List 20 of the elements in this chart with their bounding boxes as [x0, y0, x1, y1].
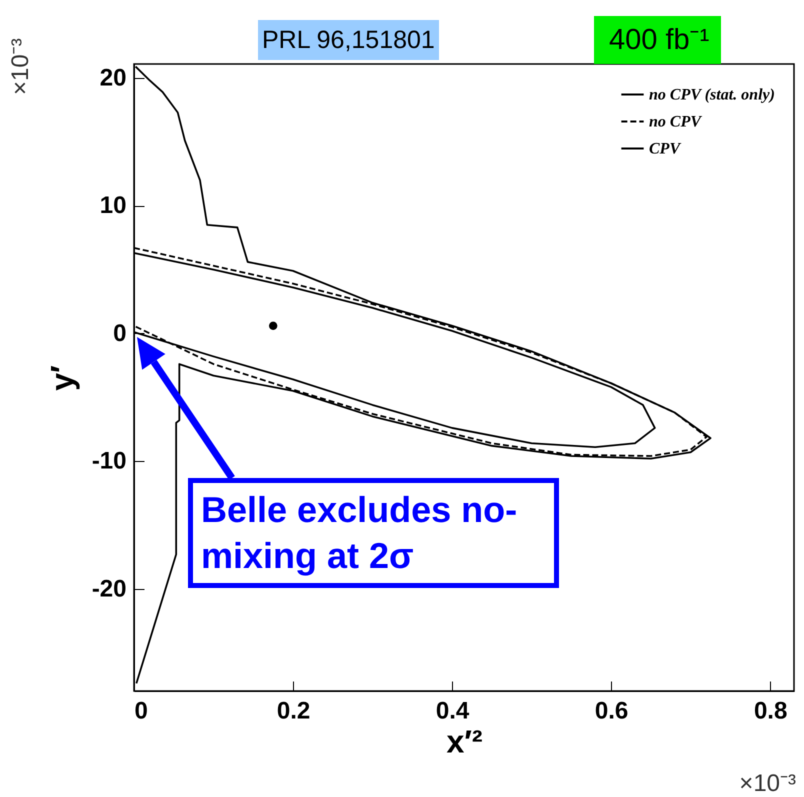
text: ×10⁻³ [6, 38, 35, 95]
legend-label: no CPV (stat. only) [649, 86, 775, 104]
x-tick-label: 0.8 [754, 698, 788, 724]
x-axis-title: x′² [446, 724, 483, 760]
y-tick-label: 20 [100, 64, 126, 92]
text: PRL 96,151801 [258, 20, 439, 60]
annotation: Belle excludes no-mixing at 2σ [188, 478, 559, 588]
x-tick-label: 0.6 [594, 698, 628, 724]
legend-label: no CPV [649, 114, 702, 130]
text: ×10⁻³ [739, 769, 796, 797]
y-tick-label: 10 [100, 192, 126, 220]
x-tick-label: 0.2 [276, 698, 310, 724]
x-tick-label: 0.4 [436, 698, 470, 724]
x-tick-label: 0 [134, 698, 148, 724]
text: 400 fb⁻¹ [594, 16, 722, 64]
y-axis-title: y′ [44, 364, 80, 391]
y-tick-label: 0 [113, 320, 126, 347]
y-tick-label: -20 [92, 575, 126, 602]
legend-label: CPV [649, 140, 682, 158]
y-tick-label: -10 [92, 448, 126, 475]
